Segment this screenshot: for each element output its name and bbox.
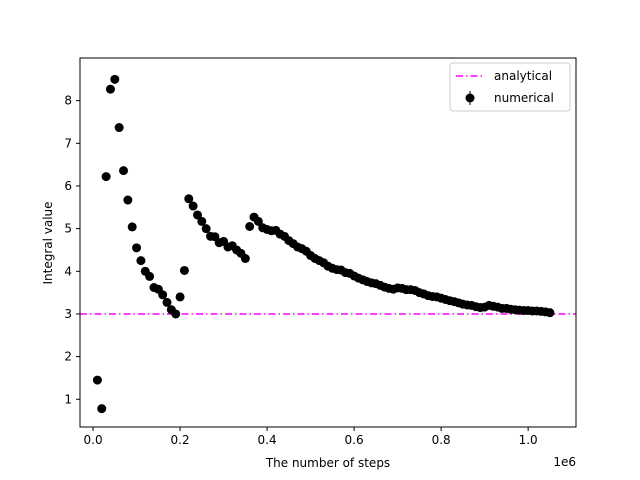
x-axis-offset-text: 1e6 bbox=[553, 455, 576, 469]
numerical-point bbox=[114, 123, 124, 133]
axes: 0.0 0.2 0.4 0.6 0.8 1.0 1 2 3 4 5 6 7 8 bbox=[64, 57, 577, 447]
y-tick-label: 5 bbox=[64, 222, 72, 236]
numerical-point bbox=[162, 297, 172, 307]
numerical-point bbox=[192, 210, 202, 220]
numerical-point bbox=[184, 194, 194, 204]
y-tick-label: 2 bbox=[64, 350, 72, 364]
numerical-point bbox=[188, 201, 198, 211]
numerical-point bbox=[197, 216, 207, 226]
numerical-point bbox=[127, 222, 137, 232]
numerical-point bbox=[179, 265, 189, 275]
plot-area bbox=[80, 74, 576, 414]
numerical-point bbox=[201, 224, 211, 234]
x-tick-label: 0.8 bbox=[432, 433, 451, 447]
x-tick-label: 0.2 bbox=[171, 433, 190, 447]
numerical-point bbox=[158, 290, 168, 300]
numerical-point bbox=[545, 308, 555, 318]
numerical-point bbox=[92, 375, 102, 385]
y-tick-label: 3 bbox=[64, 307, 72, 321]
numerical-point bbox=[245, 222, 255, 232]
x-tick-label: 0.4 bbox=[258, 433, 277, 447]
numerical-point bbox=[101, 172, 111, 182]
y-tick-label: 8 bbox=[64, 94, 72, 108]
numerical-point bbox=[145, 271, 155, 281]
numerical-point bbox=[175, 292, 185, 302]
legend: analytical numerical bbox=[449, 62, 571, 112]
x-tick-label: 1.0 bbox=[519, 433, 538, 447]
numerical-point bbox=[97, 404, 107, 414]
y-tick-label: 1 bbox=[64, 392, 72, 406]
numerical-point bbox=[253, 216, 263, 226]
numerical-point bbox=[123, 195, 133, 205]
x-axis-label: The number of steps bbox=[265, 456, 390, 470]
y-tick-label: 7 bbox=[64, 136, 72, 150]
numerical-point bbox=[132, 243, 142, 253]
numerical-point bbox=[171, 309, 181, 319]
numerical-point bbox=[240, 253, 250, 263]
numerical-point bbox=[110, 74, 120, 84]
numerical-point bbox=[119, 166, 129, 176]
legend-numerical-marker bbox=[465, 93, 475, 103]
axes-frame bbox=[79, 57, 577, 428]
y-tick-label: 6 bbox=[64, 179, 72, 193]
y-axis-label: Integral value bbox=[41, 201, 55, 284]
x-tick-label: 0.0 bbox=[84, 433, 103, 447]
numerical-point bbox=[136, 256, 146, 266]
legend-frame bbox=[449, 62, 571, 112]
x-tick-label: 0.6 bbox=[345, 433, 364, 447]
numerical-point bbox=[105, 84, 115, 94]
legend-analytical-label: analytical bbox=[494, 69, 552, 83]
legend-numerical-label: numerical bbox=[494, 91, 554, 105]
y-tick-label: 4 bbox=[64, 264, 72, 278]
